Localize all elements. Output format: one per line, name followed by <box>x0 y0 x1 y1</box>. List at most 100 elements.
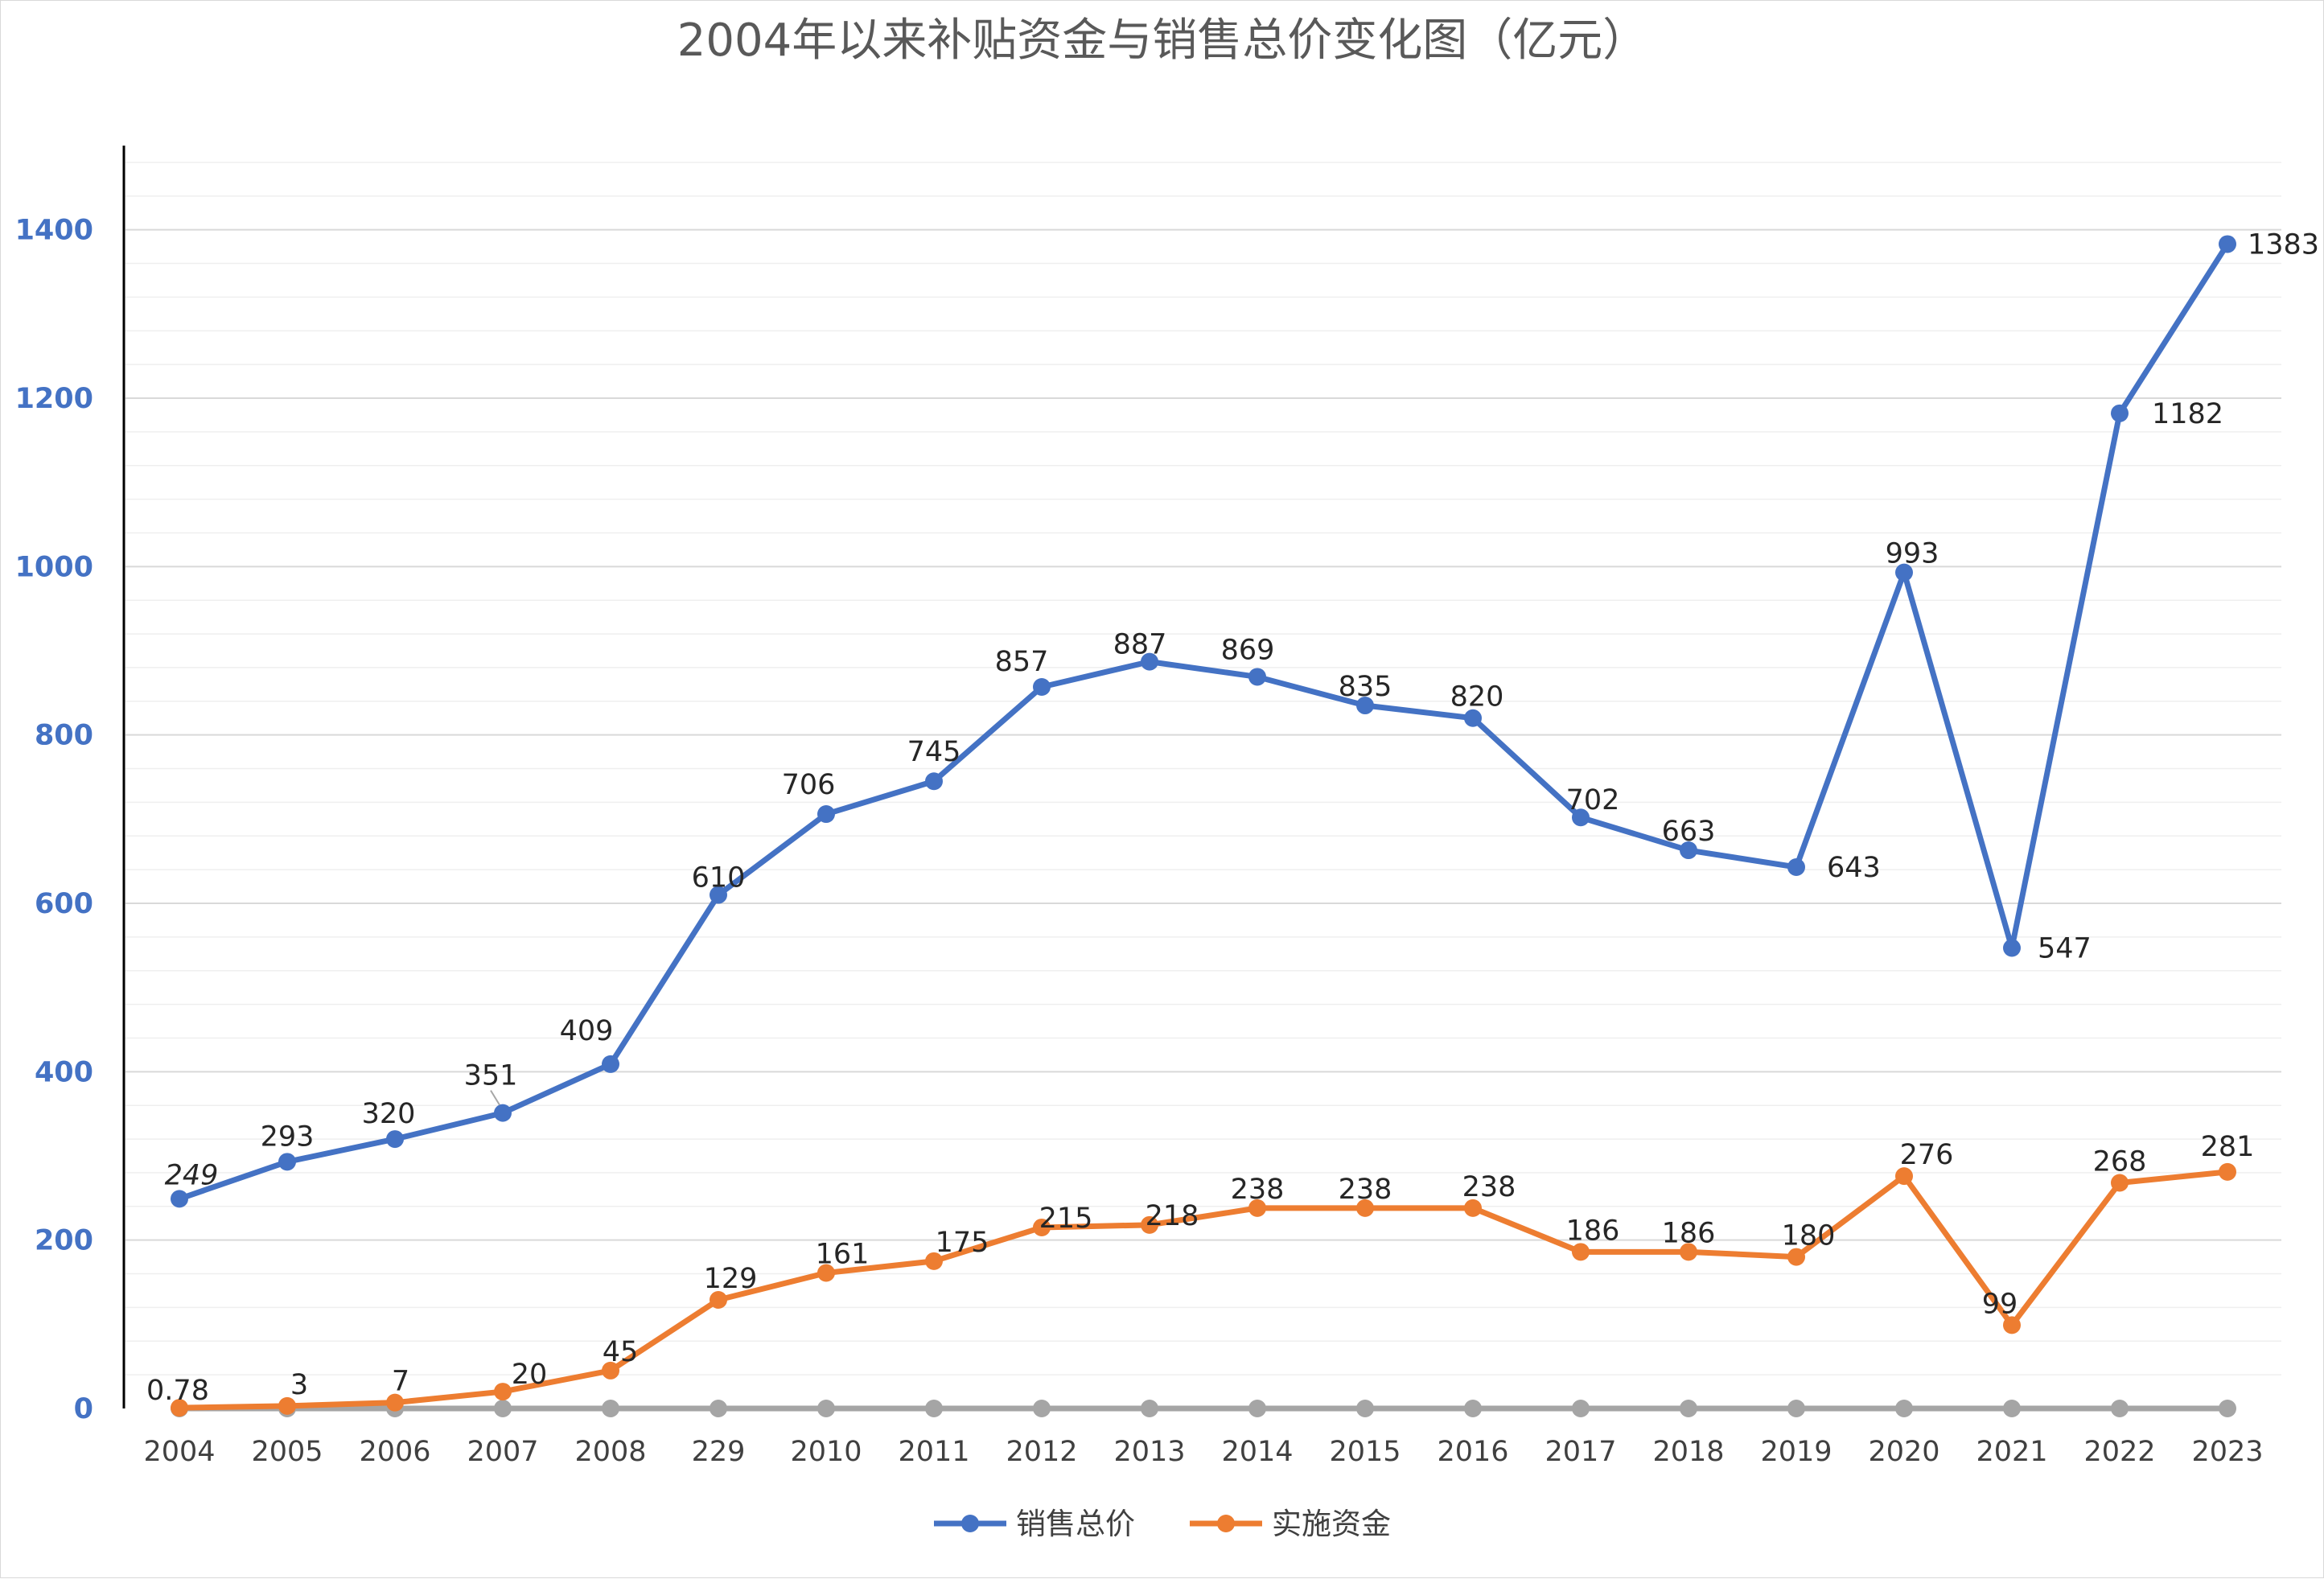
data-point-0 <box>2003 939 2021 957</box>
data-point-2 <box>2111 1400 2129 1417</box>
data-label: 20 <box>512 1359 548 1391</box>
data-label: 857 <box>995 646 1049 678</box>
x-tick-label: 2021 <box>1976 1436 2047 1468</box>
data-point-2 <box>1787 1400 1805 1417</box>
data-label: 281 <box>2201 1131 2255 1163</box>
data-label: 745 <box>907 736 961 768</box>
data-point-2 <box>1572 1400 1590 1417</box>
y-tick-label: 600 <box>35 888 93 920</box>
data-point-2 <box>925 1400 943 1417</box>
data-label: 869 <box>1221 634 1275 666</box>
data-point-1 <box>1464 1199 1482 1217</box>
data-point-2 <box>602 1400 619 1417</box>
data-label: 0.78 <box>146 1375 209 1407</box>
legend-label: 销售总价 <box>1016 1507 1135 1541</box>
data-label: 320 <box>362 1098 416 1130</box>
data-point-0 <box>602 1055 619 1073</box>
x-tick-label: 2022 <box>2083 1436 2155 1468</box>
data-label: 268 <box>2093 1145 2147 1178</box>
data-point-1 <box>2003 1316 2021 1334</box>
data-point-1 <box>1680 1243 1697 1261</box>
data-point-1 <box>171 1399 188 1417</box>
data-point-1 <box>925 1252 943 1270</box>
data-point-1 <box>386 1393 404 1412</box>
data-label: 175 <box>936 1227 989 1259</box>
data-label: 1383 <box>2248 228 2319 261</box>
data-label: 835 <box>1339 671 1392 703</box>
data-label: 238 <box>1462 1171 1516 1203</box>
data-point-2 <box>1895 1400 1913 1417</box>
data-label: 215 <box>1039 1203 1093 1235</box>
series-line-1 <box>176 1169 2231 1411</box>
data-point-1 <box>1356 1199 1374 1217</box>
data-label: 351 <box>464 1060 518 1092</box>
legend-label: 实施资金 <box>1272 1507 1391 1541</box>
data-point-2 <box>1141 1400 1158 1417</box>
legend-swatch-marker <box>961 1515 979 1532</box>
data-point-1 <box>1572 1243 1590 1261</box>
data-label: 3 <box>290 1369 308 1401</box>
data-label: 1182 <box>2152 398 2223 430</box>
data-label: 186 <box>1662 1217 1716 1249</box>
x-axis: 2004 2005 2006 2007 2008 229 2010 2011 2012 2013 2… <box>143 1436 2263 1468</box>
data-point-0 <box>1680 841 1697 860</box>
x-tick-label: 229 <box>692 1436 746 1468</box>
data-point-0 <box>1356 697 1374 715</box>
data-point-1 <box>2111 1174 2129 1192</box>
x-tick-label: 2018 <box>1652 1436 1724 1468</box>
data-point-0 <box>1248 668 1266 686</box>
data-point-0 <box>1787 857 1805 876</box>
legend-swatch-marker <box>1217 1515 1235 1532</box>
data-point-1 <box>494 1383 512 1401</box>
data-label: 610 <box>692 862 746 894</box>
data-point-2 <box>710 1400 727 1417</box>
data-label: 663 <box>1662 816 1716 848</box>
data-point-1 <box>1787 1248 1805 1266</box>
data-point-1 <box>1895 1167 1913 1186</box>
data-label: 702 <box>1566 784 1620 816</box>
data-point-1 <box>602 1361 619 1380</box>
data-point-1 <box>710 1290 727 1309</box>
label-leader-line <box>490 1090 500 1106</box>
y-tick-label: 0 <box>74 1393 93 1425</box>
data-label: 218 <box>1146 1200 1199 1232</box>
data-point-1 <box>1141 1215 1158 1234</box>
data-point-0 <box>2111 404 2129 422</box>
x-tick-label: 2004 <box>143 1436 215 1468</box>
x-tick-label: 2008 <box>574 1436 646 1468</box>
data-label: 186 <box>1566 1215 1620 1247</box>
y-tick-label: 1200 <box>15 383 93 415</box>
data-label: 293 <box>261 1121 315 1153</box>
x-tick-label: 2006 <box>359 1436 430 1468</box>
data-label: 7 <box>392 1366 409 1398</box>
data-point-1 <box>2219 1162 2236 1181</box>
x-tick-label: 2012 <box>1006 1436 1077 1468</box>
data-point-0 <box>1895 563 1913 582</box>
data-point-2 <box>817 1400 835 1417</box>
data-point-2 <box>2219 1400 2236 1417</box>
data-label: 409 <box>560 1015 614 1047</box>
data-label: 180 <box>1782 1220 1836 1252</box>
data-label: 643 <box>1827 852 1881 884</box>
data-point-2 <box>1356 1400 1374 1417</box>
data-label: 547 <box>2038 932 2092 964</box>
x-tick-label: 2017 <box>1545 1436 1616 1468</box>
data-point-0 <box>817 805 835 824</box>
data-label: 820 <box>1450 681 1504 713</box>
x-tick-label: 2007 <box>467 1436 538 1468</box>
data-point-2 <box>1464 1400 1482 1417</box>
data-label: 99 <box>1982 1288 2018 1320</box>
y-axis: 0 200 400 600 800 1000 1200 1400 <box>15 215 93 1425</box>
data-point-0 <box>386 1130 404 1149</box>
data-point-0 <box>925 772 943 791</box>
data-point-0 <box>1464 709 1482 727</box>
data-label: 706 <box>782 769 836 801</box>
data-point-1 <box>278 1396 296 1415</box>
x-tick-label: 2013 <box>1113 1436 1185 1468</box>
series-layer <box>171 235 2236 1417</box>
y-tick-label: 400 <box>35 1056 93 1088</box>
x-tick-label: 2005 <box>251 1436 323 1468</box>
y-tick-label: 1000 <box>15 551 93 583</box>
data-label: 249 <box>165 1159 219 1191</box>
